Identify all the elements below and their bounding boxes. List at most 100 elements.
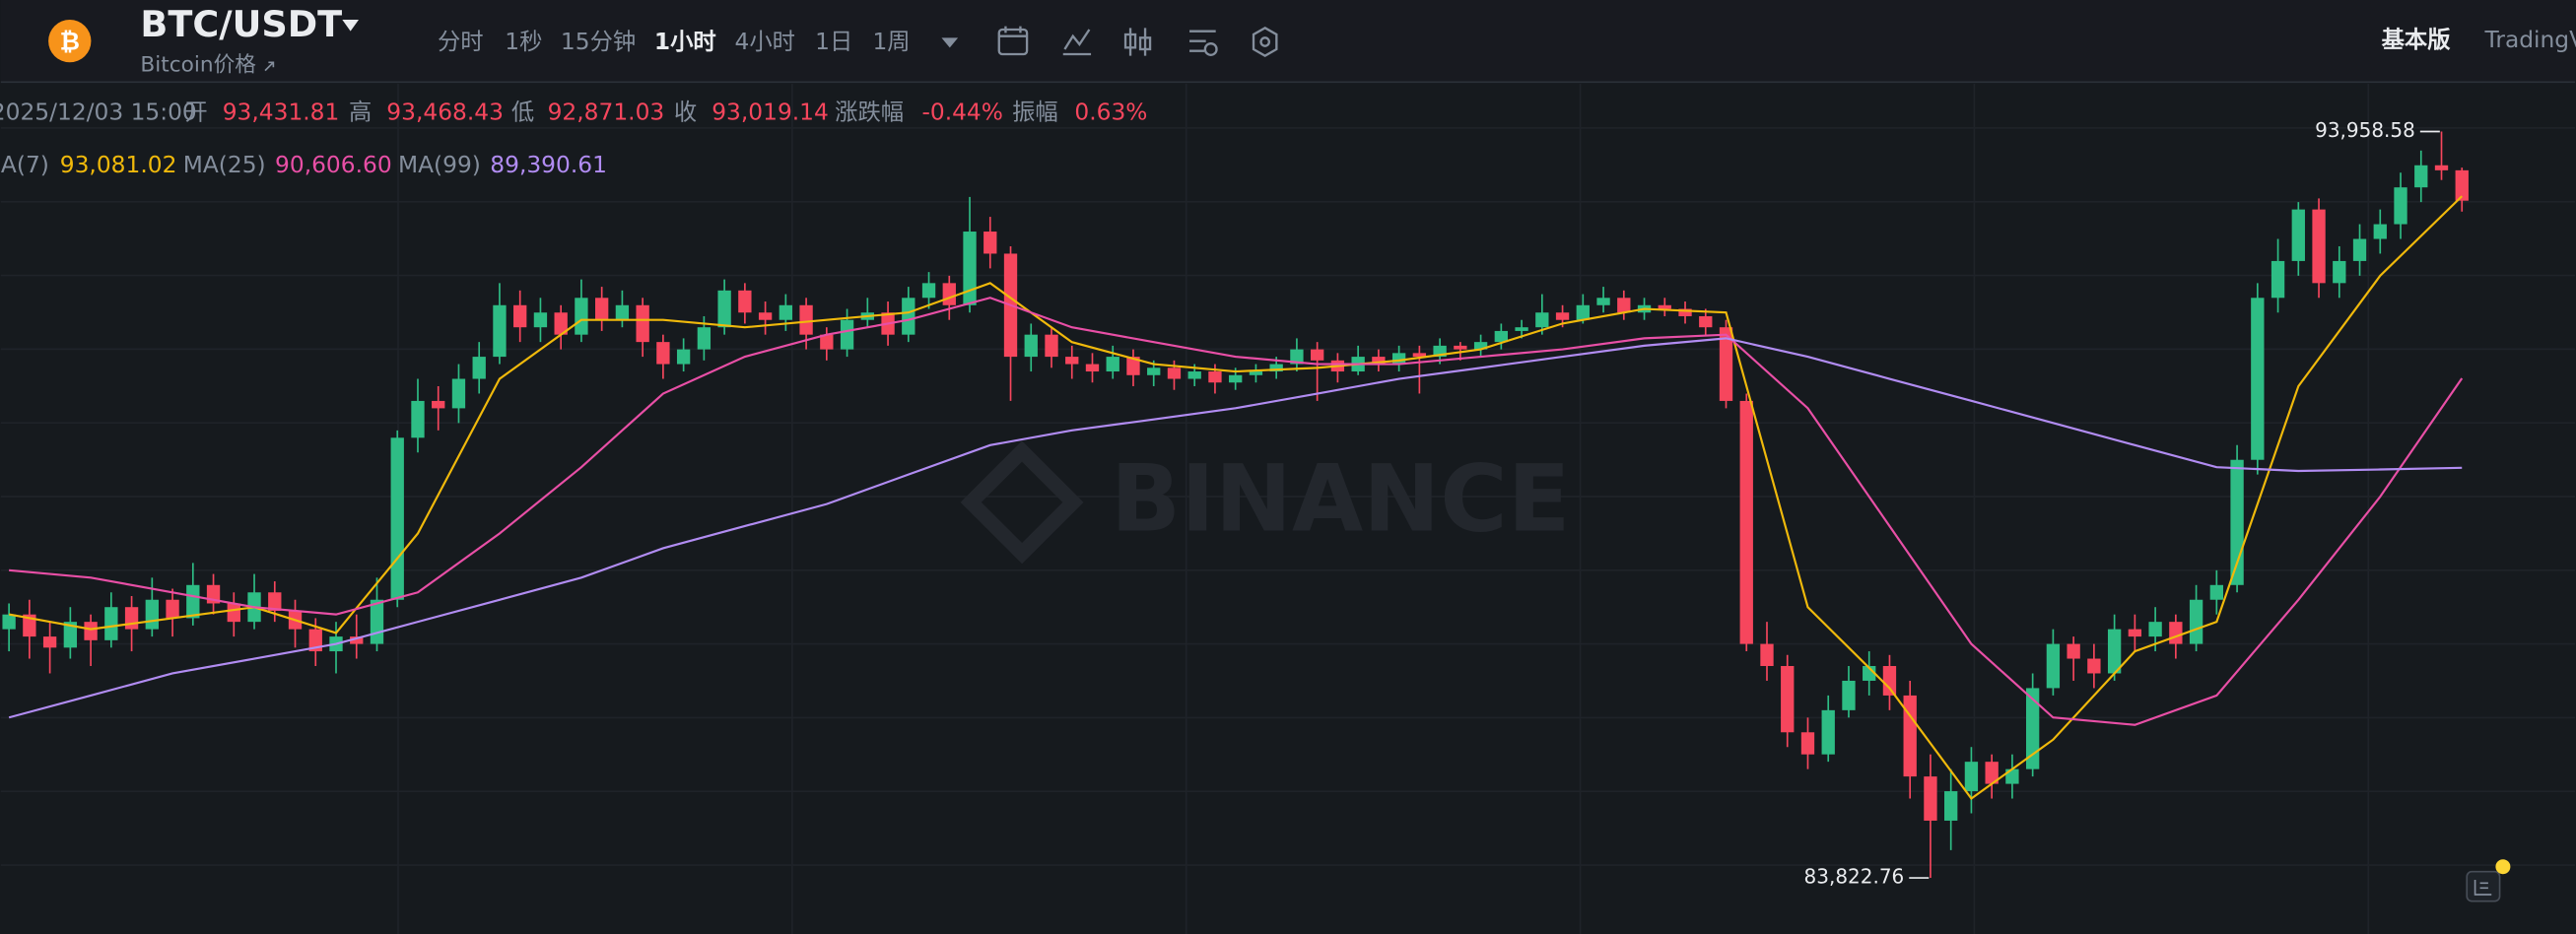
candle-body	[594, 298, 609, 320]
candle-body	[656, 342, 670, 365]
candle-body	[2414, 165, 2428, 188]
candle-body	[1126, 357, 1140, 375]
bottom-tool[interactable]	[2466, 870, 2501, 902]
candle-body	[942, 283, 956, 305]
candle-body	[1658, 304, 1671, 309]
candle-body	[533, 312, 548, 328]
interval-tab[interactable]: 15分钟	[561, 29, 636, 55]
line-icon[interactable]	[1062, 29, 1092, 56]
subtitle[interactable]: Bitcoin价格	[140, 53, 256, 78]
candle-body	[2, 614, 16, 630]
info-label: 振幅	[1012, 99, 1058, 125]
candle-body	[1576, 304, 1590, 320]
plot: 93,958.58 83,822.76	[2, 118, 2469, 889]
interval-tab[interactable]: 1日	[815, 29, 852, 55]
candle-body	[1391, 353, 1406, 365]
grid	[0, 83, 2576, 934]
candle-body	[840, 319, 854, 350]
candle-body	[2271, 260, 2285, 299]
candle-body	[1739, 400, 1753, 644]
ma-line	[8, 337, 2463, 719]
candle-body	[1555, 312, 1570, 320]
candle-body	[2373, 224, 2387, 239]
interval-tab[interactable]: 4小时	[735, 29, 795, 55]
candle-body	[2148, 622, 2162, 637]
pair[interactable]: BTC/USDT	[140, 3, 342, 45]
candle-body	[268, 592, 282, 611]
info-row: 开 93,431.81 高 93,468.43 低 92,871.03 收 93,019.14…	[184, 99, 1147, 125]
candle-body	[1882, 666, 1897, 696]
indicator-icon[interactable]	[1189, 30, 1216, 52]
candle-body	[1903, 695, 1917, 777]
candle-body	[370, 599, 384, 644]
coin-icon	[48, 19, 92, 63]
candle-body	[227, 603, 240, 623]
candle-body	[1535, 312, 1549, 328]
max-label: 93,958.58	[2315, 118, 2415, 142]
candle-body	[697, 327, 712, 350]
candle-body	[2107, 629, 2122, 674]
ma-line	[9, 297, 2464, 726]
candle-body	[1024, 334, 1038, 358]
info-value: -0.44%	[921, 99, 1002, 125]
candle-body	[432, 400, 445, 409]
candle-body	[1269, 364, 1283, 372]
calendar-icon[interactable]	[997, 28, 1029, 56]
candle-body	[902, 298, 915, 335]
legend-value: 90,606.60	[275, 152, 392, 178]
candle-body	[1515, 327, 1528, 331]
interval-tab[interactable]: 分时	[438, 29, 484, 55]
more-intervals[interactable]	[941, 37, 959, 48]
watermark: BINANCE	[960, 440, 1570, 565]
top-bar	[0, 0, 2576, 83]
candle-body	[1454, 345, 1467, 350]
info-label: 高	[349, 99, 372, 125]
interval-tab[interactable]: 1小时	[654, 29, 716, 55]
candle-body	[390, 437, 404, 600]
candle-body	[1433, 345, 1447, 358]
candle-body	[758, 312, 773, 320]
candle-body	[1944, 791, 1958, 821]
candle-body	[186, 584, 200, 619]
toolbar-icons	[997, 26, 1278, 57]
candle-body	[799, 304, 813, 335]
candle-body	[2230, 459, 2244, 585]
calendar-detail	[998, 26, 1028, 37]
settings-icon[interactable]	[1252, 26, 1278, 57]
candle-body	[1138, 36, 1152, 51]
candle-body	[1123, 33, 1137, 49]
candle-body	[2087, 658, 2101, 674]
candle-body	[2455, 169, 2469, 201]
legend-name: MA(7)	[0, 152, 49, 178]
candle-icon[interactable]	[1128, 28, 1147, 56]
candle-body	[2333, 260, 2346, 284]
candle-body	[2312, 209, 2326, 284]
interval-tab[interactable]: 1周	[872, 29, 910, 55]
pair-caret[interactable]	[342, 19, 359, 32]
view-tab[interactable]: TradingView	[2484, 27, 2576, 53]
link-icon[interactable]	[264, 61, 275, 72]
candle-body	[2352, 238, 2367, 261]
mode-tab[interactable]: 基本版	[2382, 27, 2452, 53]
candle-body	[636, 304, 649, 343]
candle-body	[1249, 371, 1263, 375]
candle-body	[1412, 353, 1427, 358]
candle-body	[166, 599, 179, 619]
candle-body	[1924, 776, 1937, 821]
candle-body	[1719, 327, 1733, 401]
candle-body	[1147, 367, 1161, 375]
candle-body	[921, 283, 936, 299]
candle-body	[1065, 357, 1079, 365]
candle-body	[451, 378, 466, 409]
indicator-gear	[1203, 41, 1218, 56]
bottom-tool-icon	[2474, 880, 2492, 896]
info-value: 92,871.03	[548, 99, 665, 125]
ma-line	[8, 195, 2464, 801]
candle-body	[84, 622, 98, 640]
candle-body	[717, 290, 731, 328]
interval-tab[interactable]: 1秒	[505, 29, 542, 55]
